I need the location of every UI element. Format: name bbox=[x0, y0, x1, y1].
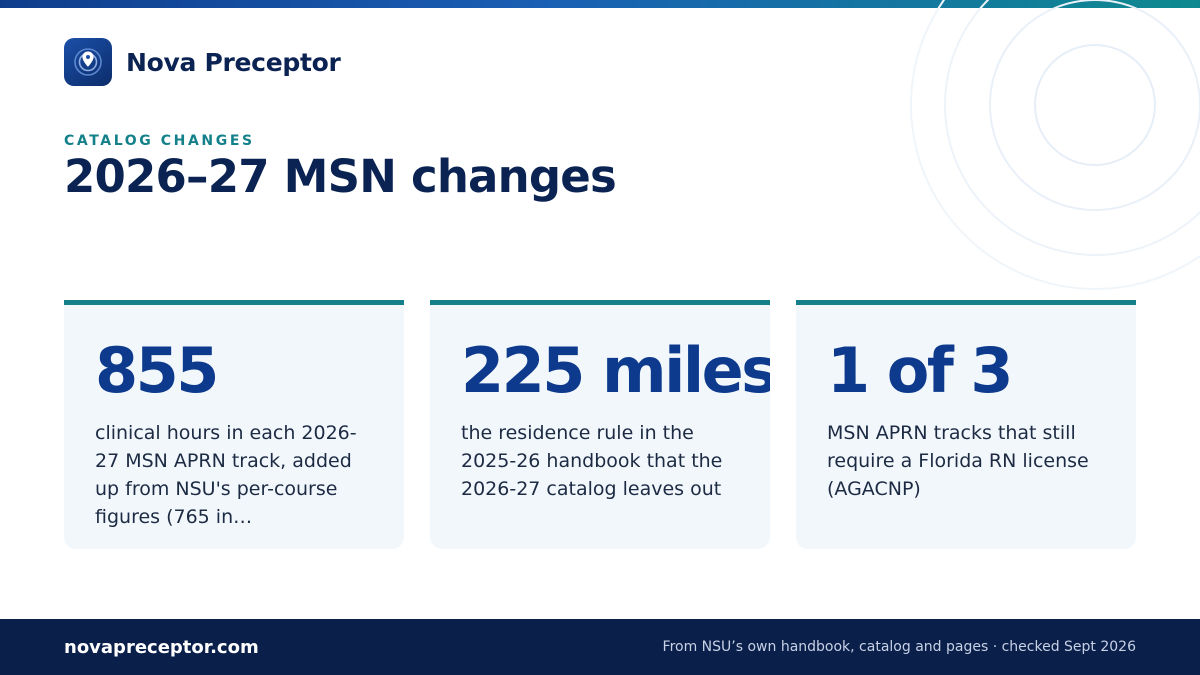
stat-value: 225 miles bbox=[461, 334, 770, 407]
stat-description: clinical hours in each 2026-27 MSN APRN … bbox=[95, 422, 357, 528]
stat-description: MSN APRN tracks that still require a Flo… bbox=[827, 422, 1089, 500]
stat-value: 1 of 3 bbox=[827, 334, 1014, 407]
location-pin-icon bbox=[64, 38, 112, 86]
stat-card-rn-license: 1 of 3 MSN APRN tracks that still requir… bbox=[796, 300, 1136, 549]
footer: novapreceptor.com From NSU’s own handboo… bbox=[0, 619, 1200, 675]
stat-card-clinical-hours: 855 clinical hours in each 2026-27 MSN A… bbox=[64, 300, 404, 549]
stat-value: 855 bbox=[95, 334, 219, 407]
stat-description: the residence rule in the 2025-26 handbo… bbox=[461, 422, 723, 500]
footer-source-note: From NSU’s own handbook, catalog and pag… bbox=[662, 639, 1136, 655]
stat-cards: 855 clinical hours in each 2026-27 MSN A… bbox=[64, 300, 1136, 549]
section-eyebrow: CATALOG CHANGES bbox=[64, 133, 255, 149]
decorative-rings bbox=[910, 0, 1200, 290]
page-title: 2026–27 MSN changes bbox=[64, 150, 617, 203]
stat-card-residence-rule: 225 miles the residence rule in the 2025… bbox=[430, 300, 770, 549]
brand[interactable]: Nova Preceptor bbox=[64, 38, 341, 86]
footer-url-link[interactable]: novapreceptor.com bbox=[64, 636, 259, 658]
top-accent-bar bbox=[0, 0, 1200, 8]
brand-name: Nova Preceptor bbox=[126, 47, 341, 77]
